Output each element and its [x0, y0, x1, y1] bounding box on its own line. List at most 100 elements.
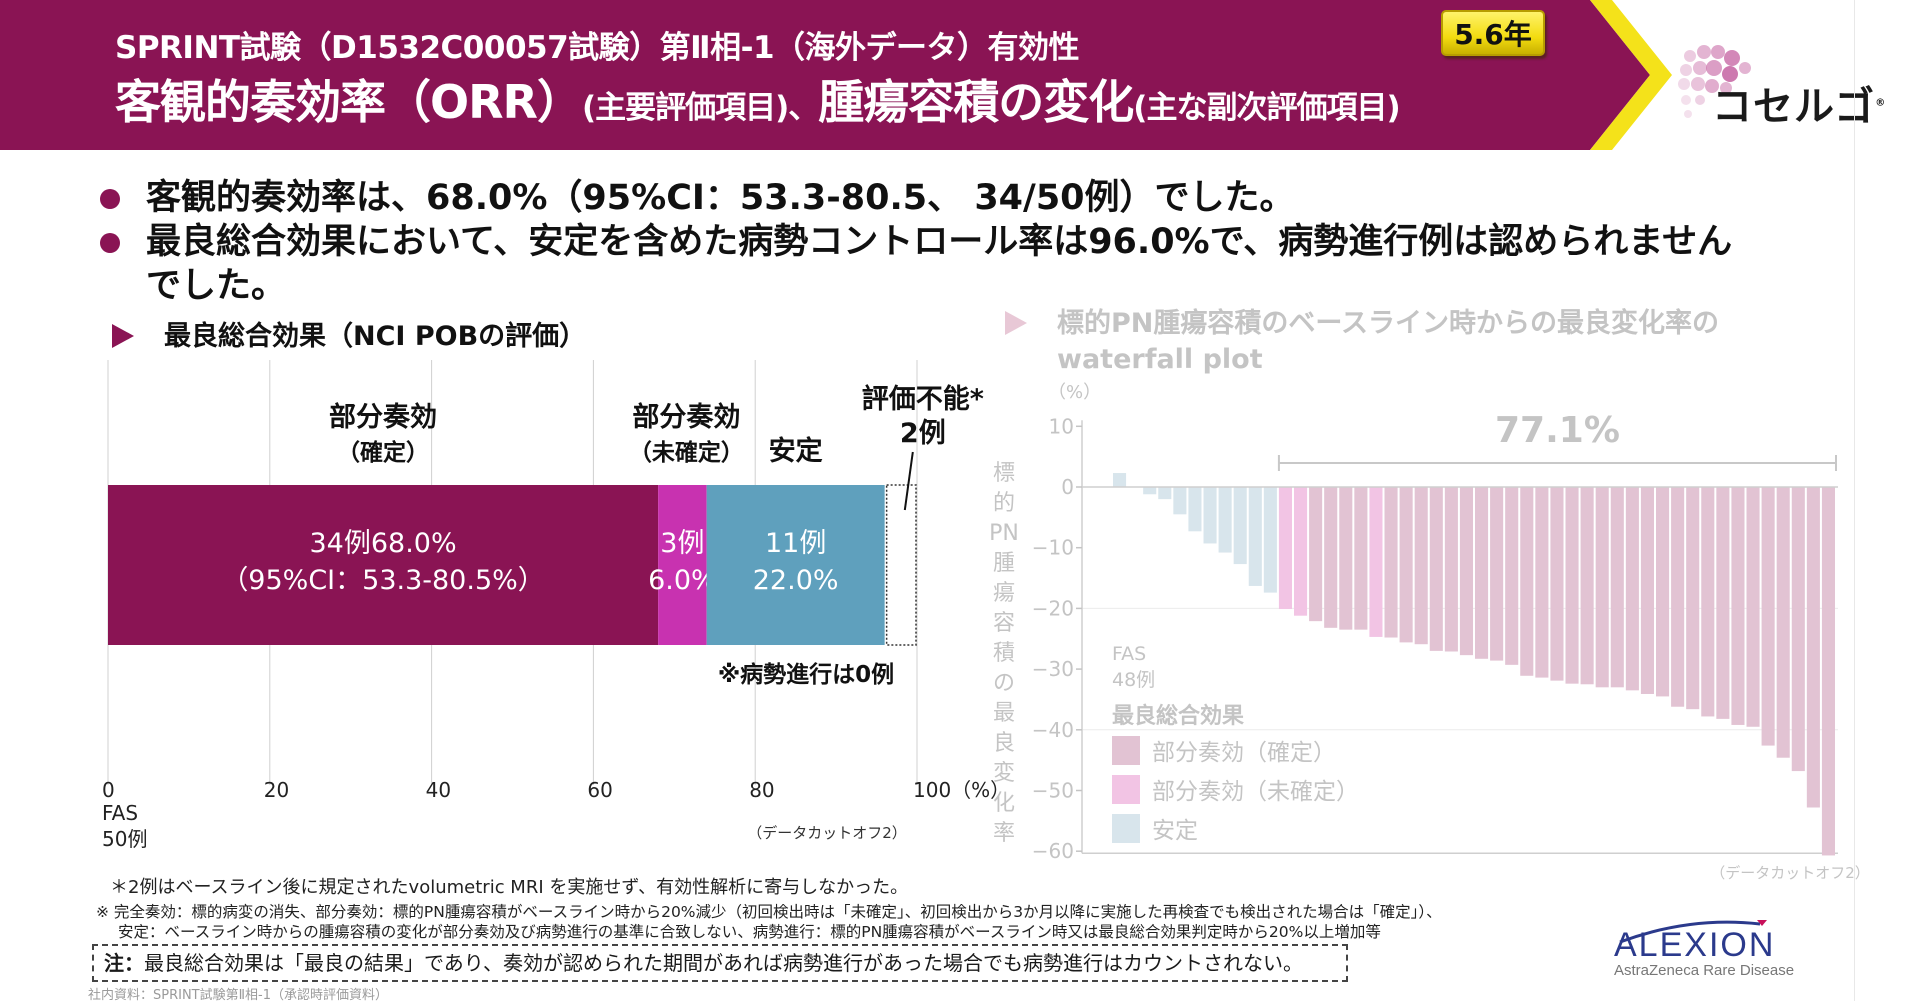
- x-tick-label: 80: [749, 778, 774, 802]
- note-text: 最良総合効果は「最良の結果」であり、奏効が認められた期間があれば病勢進行があった…: [144, 951, 1303, 975]
- waterfall-bar: [1339, 487, 1353, 630]
- segment-subname-label: （未確定）: [629, 439, 744, 466]
- bullet-orr: 客観的奏効率は、68.0%（95%CI：53.3-80.5、 34/50例）でし…: [100, 176, 1880, 220]
- waterfall-bar: [1294, 487, 1308, 616]
- waterfall-bar: [1218, 487, 1232, 553]
- waterfall-bar: [1625, 487, 1639, 691]
- waterfall-bar: [1610, 487, 1624, 688]
- left-section-title: 最良総合効果（NCI POBの評価）: [112, 314, 586, 353]
- waterfall-bar: [1143, 487, 1157, 495]
- bar-segment-not-evaluable: [885, 484, 917, 646]
- waterfall-bar: [1263, 487, 1277, 593]
- segment-subname-label: （確定）: [337, 439, 429, 466]
- waterfall-bar: [1535, 487, 1549, 678]
- waterfall-bar: [1399, 487, 1413, 643]
- leader-line: [903, 451, 914, 511]
- note-box: 注：最良総合効果は「最良の結果」であり、奏効が認められた期間があれば病勢進行があ…: [92, 944, 1348, 982]
- waterfall-bar: [1716, 487, 1730, 719]
- waterfall-bar: [1459, 487, 1473, 656]
- title-tumor-volume: 腫瘍容積の変化: [818, 75, 1134, 129]
- bar-data-label: 3例: [660, 528, 704, 559]
- bullet-text: 客観的奏効率は、68.0%（95%CI：53.3-80.5、 34/50例）でし…: [146, 178, 1295, 218]
- waterfall-bar: [1233, 487, 1247, 565]
- waterfall-bar: [1656, 487, 1670, 697]
- y-axis-title-char: 腫: [993, 551, 1015, 576]
- followup-badge: 5.6年: [1441, 10, 1545, 56]
- registered-mark: ®: [1875, 97, 1887, 109]
- waterfall-bar: [1248, 487, 1262, 586]
- legend-title: 最良総合効果: [1112, 703, 1244, 729]
- bar-segment-0: [108, 485, 659, 645]
- waterfall-bar: [1746, 487, 1760, 727]
- waterfall-bar: [1490, 487, 1504, 661]
- x-tick-label: 60: [587, 778, 612, 802]
- bullet-dot-icon: [100, 189, 120, 209]
- y-tick-label: 0: [1061, 475, 1074, 499]
- title-tumor-volume-note: (主な副次評価項目): [1133, 90, 1400, 126]
- definitions-line2: 安定：ベースライン時からの腫瘍容積の変化が部分奏効及び病勢進行の基準に合致しない…: [118, 923, 1381, 941]
- title-orr-note: (主要評価項目)、: [581, 90, 819, 126]
- key-findings: 客観的奏効率は、68.0%（95%CI：53.3-80.5、 34/50例）でし…: [100, 176, 1880, 308]
- legend-swatch: [1112, 736, 1140, 765]
- waterfall-bar: [1640, 487, 1654, 694]
- fas-label: FAS: [1112, 643, 1146, 665]
- header-banner: SPRINT試験（D1532C00057試験）第Ⅱ相-1（海外データ）有効性 客…: [0, 0, 1919, 150]
- x-tick-label: 20: [264, 778, 289, 802]
- bullet-dcr: 最良総合効果において、安定を含めた病勢コントロール率は96.0%で、病勢進行例は…: [100, 220, 1880, 308]
- y-axis-title-char: の: [993, 671, 1015, 696]
- alexion-logo-icon: ALEXION: [1614, 920, 1773, 964]
- y-tick-label: 10: [1049, 414, 1074, 438]
- legend-swatch: [1112, 775, 1140, 804]
- bullet-dot-icon: [100, 233, 120, 253]
- waterfall-bar: [1384, 487, 1398, 638]
- waterfall-bar: [1671, 487, 1685, 707]
- waterfall-bar: [1821, 487, 1835, 856]
- segment-name-label: 部分奏効: [329, 401, 437, 433]
- legend-label: 部分奏効（未確定）: [1152, 779, 1359, 805]
- x-tick-label: 100（%）: [913, 778, 1000, 802]
- header-subtitle: SPRINT試験（D1532C00057試験）第Ⅱ相-1（海外データ）有効性: [115, 30, 1080, 66]
- legend-label: 安定: [1152, 818, 1198, 844]
- y-axis-title-char: 瘍: [993, 581, 1015, 606]
- y-axis-title-char: 標: [993, 461, 1015, 486]
- segment-name-label: 部分奏効: [632, 401, 740, 433]
- waterfall-bar: [1278, 487, 1292, 610]
- title-orr: 客観的奏効率（ORR）: [115, 75, 583, 129]
- no-progression-note: ※病勢進行は0例: [718, 661, 894, 688]
- waterfall-bar: [1806, 487, 1820, 808]
- category-n-label: 50例: [102, 827, 147, 851]
- bar-data-label: 6.0%: [648, 565, 717, 596]
- waterfall-bar: [1173, 487, 1187, 515]
- bar-data-label: 34例68.0%: [309, 528, 456, 559]
- waterfall-bar: [1565, 487, 1579, 684]
- waterfall-bar: [1550, 487, 1564, 681]
- waterfall-bar: [1505, 487, 1519, 665]
- waterfall-bar: [1414, 487, 1428, 645]
- source-citation: 社内資料：SPRINT試験第Ⅱ相-1（承認時評価資料）: [88, 988, 388, 1001]
- y-axis-title-char: 容: [993, 611, 1015, 636]
- waterfall-bar: [1429, 487, 1443, 651]
- cutoff-note: （データカットオフ2）: [747, 824, 907, 842]
- segment-name-label: 評価不能*: [862, 383, 984, 415]
- x-tick-label: 40: [426, 778, 451, 802]
- waterfall-bar: [1776, 487, 1790, 758]
- waterfall-bar: [1369, 487, 1383, 637]
- waterfall-bar: [1520, 487, 1534, 676]
- y-unit-label: （%）: [1048, 382, 1101, 403]
- y-tick-label: −30: [1032, 657, 1074, 681]
- waterfall-bar: [1324, 487, 1338, 628]
- y-axis-title-char: 化: [993, 791, 1015, 816]
- y-axis-title-char: 積: [993, 641, 1015, 666]
- y-axis-title-char: 良: [993, 731, 1015, 756]
- waterfall-bar: [1444, 487, 1458, 652]
- segment-name-label: 安定: [769, 435, 823, 467]
- waterfall-bar: [1354, 487, 1368, 630]
- waterfall-bar: [1595, 487, 1609, 688]
- y-tick-label: −20: [1032, 596, 1074, 620]
- bar-data-label: 11例: [765, 528, 826, 559]
- waterfall-bar: [1113, 473, 1127, 487]
- waterfall-bar: [1158, 487, 1172, 500]
- bullet-text-line1: 最良総合効果において、安定を含めた病勢コントロール率は96.0%で、病勢進行例は…: [146, 222, 1733, 262]
